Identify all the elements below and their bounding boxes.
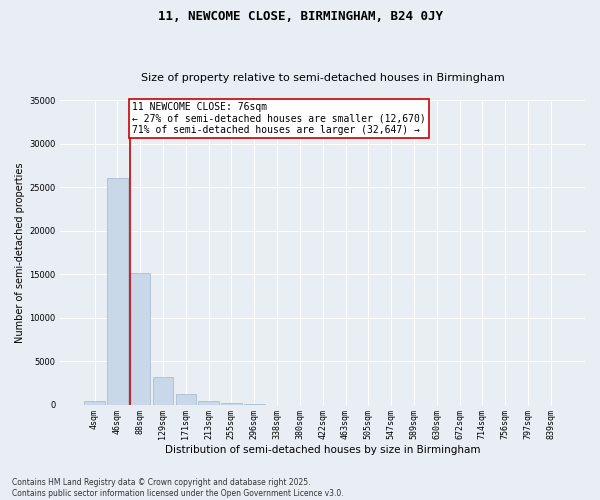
Y-axis label: Number of semi-detached properties: Number of semi-detached properties xyxy=(15,162,25,343)
Title: Size of property relative to semi-detached houses in Birmingham: Size of property relative to semi-detach… xyxy=(141,73,505,83)
Bar xyxy=(84,401,105,404)
X-axis label: Distribution of semi-detached houses by size in Birmingham: Distribution of semi-detached houses by … xyxy=(165,445,481,455)
Text: Contains HM Land Registry data © Crown copyright and database right 2025.
Contai: Contains HM Land Registry data © Crown c… xyxy=(12,478,344,498)
Bar xyxy=(107,178,128,404)
Bar xyxy=(130,274,151,404)
Text: 11 NEWCOME CLOSE: 76sqm
← 27% of semi-detached houses are smaller (12,670)
71% o: 11 NEWCOME CLOSE: 76sqm ← 27% of semi-de… xyxy=(132,102,426,135)
Bar xyxy=(199,400,219,404)
Bar xyxy=(153,377,173,404)
Bar xyxy=(176,394,196,404)
Text: 11, NEWCOME CLOSE, BIRMINGHAM, B24 0JY: 11, NEWCOME CLOSE, BIRMINGHAM, B24 0JY xyxy=(157,10,443,23)
Bar xyxy=(221,403,242,404)
